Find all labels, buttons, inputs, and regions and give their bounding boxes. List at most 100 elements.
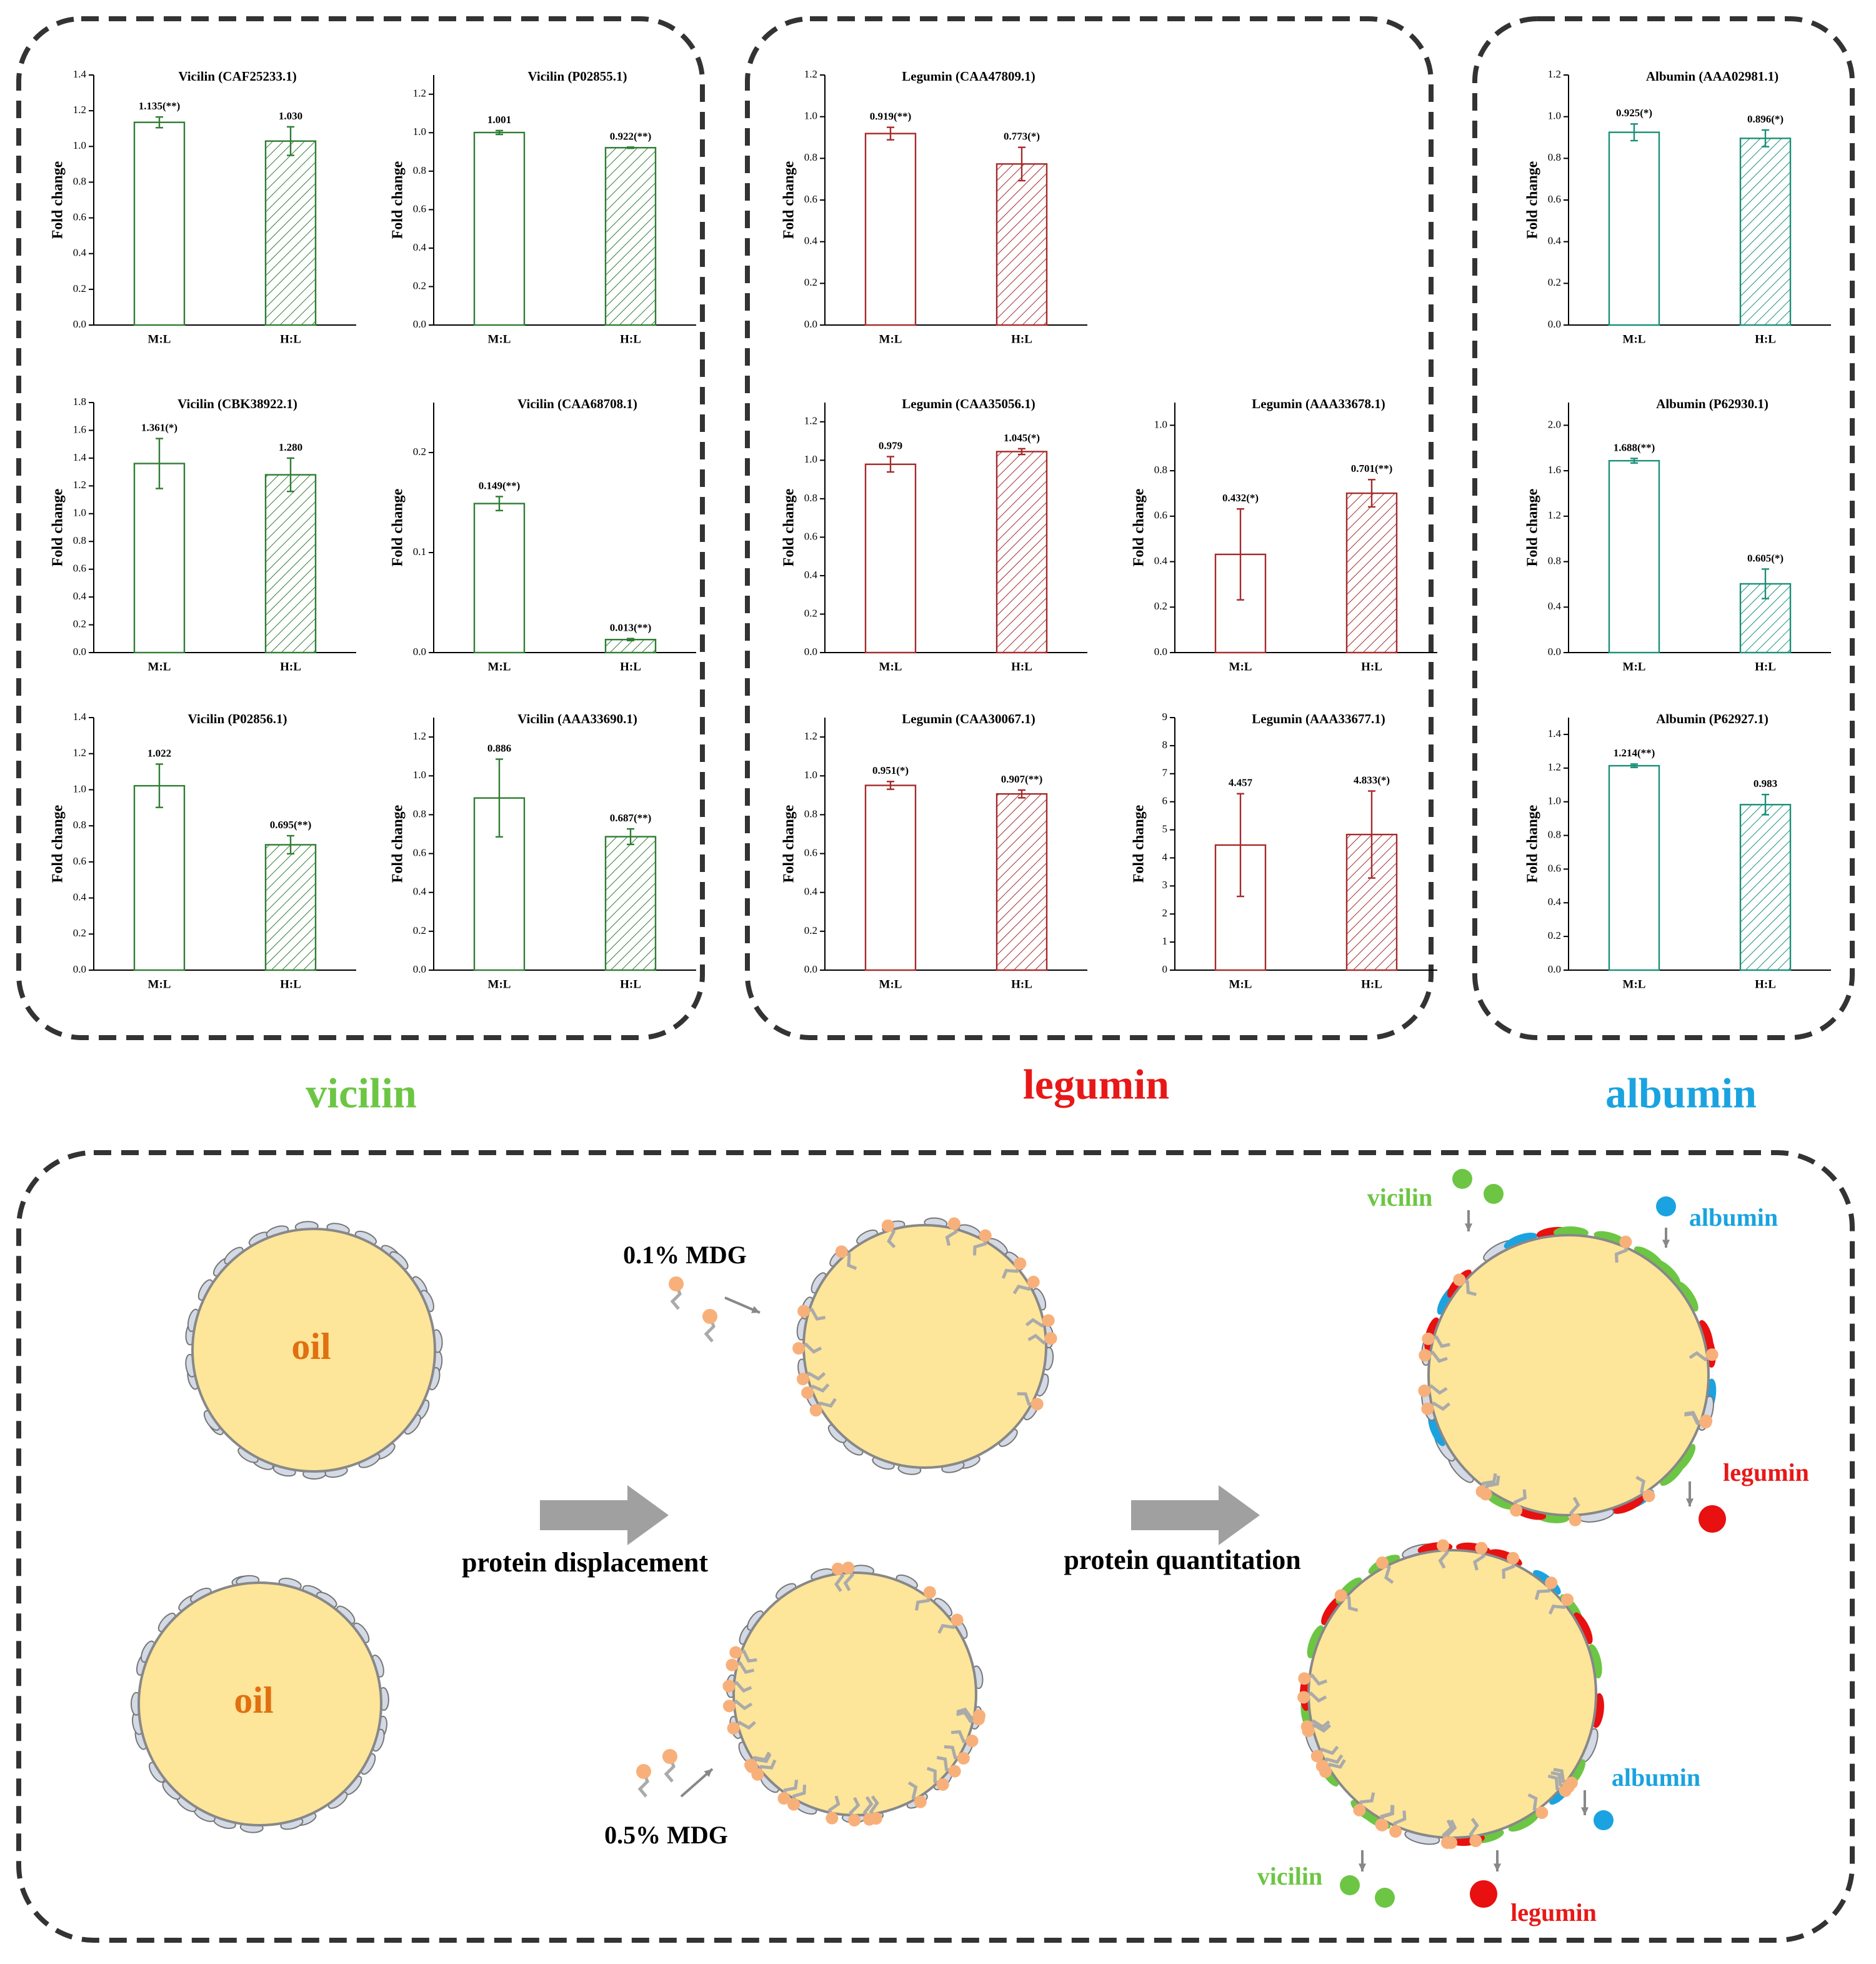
value-label: 1.030 [279,110,302,122]
y-tick-label: 0.0 [1548,646,1561,658]
protein-blob [1504,1232,1537,1250]
y-tick-label: 0.8 [804,151,817,163]
error-bar [1368,479,1375,508]
y-axis-label: Fold change [1131,804,1147,883]
y-tick-label: 4 [1162,851,1168,863]
mdg-head [796,1373,809,1386]
y-axis-label: Fold change [50,161,66,239]
error-bar [627,828,634,846]
error-bar [1762,568,1769,599]
mdg-head [1297,1691,1310,1704]
mdg-label: 0.5% MDG [604,1821,728,1849]
group-label: legumin [1023,1061,1169,1108]
x-tick-label: H:L [1011,333,1032,346]
mdg-head [1475,1541,1488,1555]
protein-dot [1470,1880,1497,1908]
x-tick-label: M:L [488,333,511,346]
y-tick-label: 0.4 [1548,896,1562,908]
y-tick-label: 6 [1162,795,1168,807]
y-tick-label: 0.4 [804,886,818,898]
y-tick-label: 1.0 [1548,795,1561,807]
x-tick-label: M:L [879,660,902,673]
y-tick-label: 1.0 [413,126,426,138]
y-tick-label: 0.2 [804,607,817,619]
protein-label: vicilin [1367,1183,1432,1211]
mdg-head [881,1219,894,1232]
y-tick-label: 2 [1162,907,1168,919]
protein-label: legumin [1510,1898,1597,1926]
mdg-head [1375,1556,1389,1570]
x-tick-label: M:L [1623,660,1646,673]
value-label: 0.695(**) [270,819,312,831]
error-bar [156,438,163,489]
value-label: 0.896(*) [1747,113,1784,125]
mdg-head [972,1710,985,1723]
value-label: 0.886 [487,742,511,754]
group-label: vicilin [306,1070,417,1117]
y-axis-label: Fold change [390,488,406,566]
mdg-head [1302,1724,1315,1737]
mdg-head [936,1778,949,1791]
x-tick-label: H:L [620,978,641,991]
mdg-head [923,1586,936,1599]
mdg-head [1453,1273,1466,1286]
y-tick-label: 0.0 [1548,963,1561,975]
y-tick-label: 1.2 [413,88,426,99]
error-bar [887,781,894,790]
y-tick-label: 0.4 [413,886,427,898]
mdg-head [809,1404,822,1417]
y-tick-label: 1.2 [413,730,426,742]
mdg-label: 0.1% MDG [623,1241,747,1269]
oil-droplet [732,1571,977,1816]
chart-title: Legumin (CAA30067.1) [902,711,1035,726]
y-tick-label: 0.8 [804,808,817,819]
y-tick-label: 1.6 [1548,464,1561,476]
x-tick-label: H:L [280,978,301,991]
chart-title: Albumin (P62927.1) [1656,711,1769,726]
bar-chart: Albumin (P62927.1) Fold change 0.0 0.2 0.4 0.… [1525,711,1831,991]
mdg-head [726,1658,739,1671]
y-tick-label: 1.6 [73,423,86,435]
protein-dot [1340,1875,1360,1895]
chart-title: Legumin (CAA47809.1) [902,69,1035,84]
y-tick-label: 0.2 [804,924,817,936]
y-tick-label: 1.2 [804,730,817,742]
chart-title: Vicilin (CBK38922.1) [177,396,297,411]
legumin-box [745,16,1434,1040]
x-tick-label: M:L [879,333,902,346]
y-axis-label: Fold change [781,488,797,566]
y-axis-label: Fold change [1525,161,1541,239]
mdg-head [729,1646,742,1659]
y-tick-label: 0.6 [73,855,86,867]
bar-chart: Vicilin (P02856.1) Fold change 0.0 0.2 0.4 0.… [50,711,356,991]
x-tick-label: H:L [1361,660,1382,673]
mdg-head [950,1613,964,1626]
y-tick-label: 1.2 [1548,761,1561,773]
value-label: 0.907(**) [1001,773,1043,785]
value-label: 1.214(**) [1614,747,1655,759]
y-tick-label: 0.2 [413,279,426,291]
albumin-box [1472,16,1855,1040]
bar [1608,131,1660,326]
error-bar [1237,508,1244,601]
x-tick-label: H:L [620,333,641,346]
y-tick-label: 1.0 [804,453,817,465]
y-axis-label: Fold change [390,161,406,239]
bar-chart: Vicilin (CAF25233.1) Fold change 0.0 0.2 0.4… [50,68,356,346]
chart-title: Vicilin (P02855.1) [527,69,627,84]
value-label: 0.013(**) [610,622,652,634]
mdg-head [1469,1835,1482,1848]
value-label: 1.001 [487,114,511,126]
y-tick-label: 0.4 [1548,235,1562,247]
value-label: 1.045(*) [1004,432,1040,444]
mdg-head [1535,1806,1549,1819]
bar-chart: Legumin (AAA33678.1) Fold change 0.0 0.2 0.4… [1131,396,1437,673]
mdg-head [1562,1780,1575,1793]
protein-blob [1676,1281,1699,1312]
y-axis-label: Fold change [50,488,66,566]
oil-droplet [191,1228,436,1473]
y-tick-label: 0.0 [1154,646,1167,658]
arrow-head [1662,1240,1670,1248]
bar [864,133,917,326]
x-tick-label: H:L [1011,978,1032,991]
